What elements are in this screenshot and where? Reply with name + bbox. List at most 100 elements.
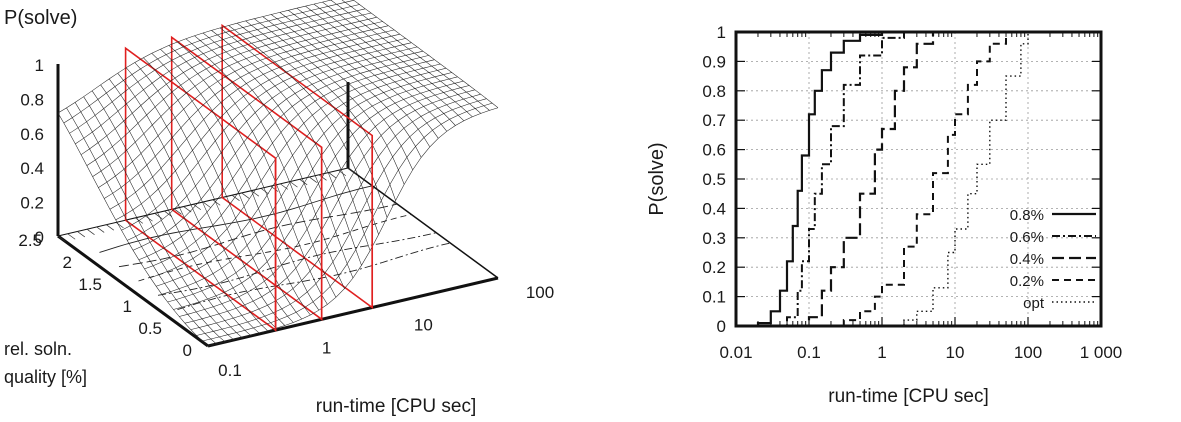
surface-mesh-line xyxy=(117,73,268,332)
contour-line xyxy=(138,213,412,282)
surface-mesh-line xyxy=(245,20,396,201)
surface-mesh-line xyxy=(125,67,277,329)
surface-mesh-line xyxy=(341,0,490,111)
x-tick-label: 10 xyxy=(946,343,965,362)
surface-mesh-line xyxy=(80,12,372,155)
back-minor-tick xyxy=(67,233,76,240)
back-minor-tick xyxy=(338,169,347,177)
back-minor-tick xyxy=(57,235,66,242)
surface-mesh-line xyxy=(202,32,354,279)
y-tick-label: 0.6 xyxy=(702,141,726,160)
surface-mesh-line xyxy=(185,38,337,298)
x-tick-label: 10 xyxy=(414,316,433,335)
y-tick-label: 0.9 xyxy=(702,52,726,71)
surface-mesh-line xyxy=(194,35,345,289)
y-axis-title: P(solve) xyxy=(646,142,668,215)
back-minor-tick xyxy=(318,174,327,181)
back-minor-tick xyxy=(260,188,269,195)
x-axis-line xyxy=(207,276,499,348)
contour-line xyxy=(177,242,451,311)
y-tick-label: 2.5 xyxy=(18,231,42,250)
surface-chart: 0 0.2 0.4 0.6 0.8 1 P(solve) 0 0.5 1 1.5 2 2.5 rel. s… xyxy=(4,0,554,417)
x-axis-title: run-time [CPU sec] xyxy=(316,396,476,417)
y-tick-label: 1 xyxy=(717,23,726,42)
back-minor-tick xyxy=(77,231,86,238)
back-minor-tick xyxy=(347,167,356,174)
z-tick-label: 0.8 xyxy=(20,90,44,109)
surface-mesh-line xyxy=(83,96,234,340)
surface-mesh-line xyxy=(86,16,377,166)
surface-mesh-line xyxy=(271,14,422,158)
surface-mesh-line xyxy=(228,25,379,235)
x-tick-label: 100 xyxy=(1014,343,1042,362)
back-minor-tick xyxy=(154,213,163,220)
back-minor-tick xyxy=(280,183,289,190)
surface-mesh-line xyxy=(236,22,388,218)
back-minor-tick xyxy=(328,172,337,179)
surface-mesh-line xyxy=(168,45,320,311)
x-axis-title: run-time [CPU sec] xyxy=(828,386,988,407)
surface-mesh-line xyxy=(57,112,209,347)
legend-label: 0.6% xyxy=(1010,229,1044,246)
x-tick-label: 0.1 xyxy=(797,343,821,362)
z-tick-label: 0 xyxy=(35,228,44,247)
y-tick-label: 2 xyxy=(63,253,72,272)
x-tick-label: 1 000 xyxy=(1080,343,1123,362)
surface-mesh-line xyxy=(108,78,260,334)
y-tick-label: 0.7 xyxy=(702,111,726,130)
y-tick-label: 0.3 xyxy=(702,229,726,248)
surface-mesh-line xyxy=(100,84,251,336)
base-right-edge xyxy=(347,167,499,279)
surface-mesh-line xyxy=(134,62,285,326)
back-minor-tick xyxy=(289,181,298,188)
x-tick-label: 0.1 xyxy=(218,361,242,380)
z-axis-title: P(solve) xyxy=(4,7,77,29)
back-minor-tick xyxy=(212,199,221,206)
series-line-3 xyxy=(831,32,1007,327)
surface-mesh-line xyxy=(219,27,371,251)
surface-mesh-line xyxy=(288,10,439,139)
surface-mesh-line xyxy=(143,57,294,323)
legend-label: 0.8% xyxy=(1010,207,1044,224)
z-tick-label: 0.4 xyxy=(20,159,44,178)
surface-mesh-line xyxy=(352,0,499,108)
y-tick-label: 0.8 xyxy=(702,82,726,101)
surface-mesh-line xyxy=(144,59,435,270)
z-tick-label: 0.2 xyxy=(20,194,44,213)
back-minor-tick xyxy=(173,208,182,215)
back-minor-tick xyxy=(309,176,318,183)
surface-mesh-line xyxy=(296,7,448,132)
y-tick-label: 0.2 xyxy=(702,258,726,277)
series-line-2 xyxy=(797,32,935,328)
surface-mesh-line xyxy=(57,0,333,114)
z-tick-label: 1 xyxy=(35,56,44,75)
surface-mesh-line xyxy=(109,33,400,210)
y-axis-title-line1: rel. soln. xyxy=(4,339,72,359)
series-line-1 xyxy=(775,32,905,327)
y-tick-label: 0.5 xyxy=(138,319,162,338)
x-tick-label: 0.01 xyxy=(719,343,752,362)
z-tick-label: 0.6 xyxy=(20,125,44,144)
surface-mesh-line xyxy=(262,16,413,171)
x-tick-label: 1 xyxy=(877,343,886,362)
back-minor-tick xyxy=(202,201,211,208)
back-minor-tick xyxy=(115,222,124,229)
surface-mesh-line xyxy=(150,63,441,278)
back-minor-tick xyxy=(86,228,95,235)
legend-label: 0.4% xyxy=(1010,251,1044,268)
series-line-0 xyxy=(748,32,884,328)
back-minor-tick xyxy=(106,224,115,231)
y-tick-label: 0.1 xyxy=(702,288,726,307)
surface-mesh-line xyxy=(322,1,473,118)
contour-line xyxy=(157,232,437,296)
surface-mesh-line xyxy=(74,102,226,343)
back-minor-tick xyxy=(270,185,279,192)
y-tick-label: 0.4 xyxy=(702,199,726,218)
y-tick-label: 1.5 xyxy=(78,275,102,294)
back-minor-tick xyxy=(241,192,250,199)
x-tick-label: 100 xyxy=(526,283,554,302)
y-axis-line xyxy=(57,234,209,348)
contour-line xyxy=(99,185,373,253)
surface-mesh-line xyxy=(160,49,311,316)
y-tick-label: 0 xyxy=(717,317,726,336)
